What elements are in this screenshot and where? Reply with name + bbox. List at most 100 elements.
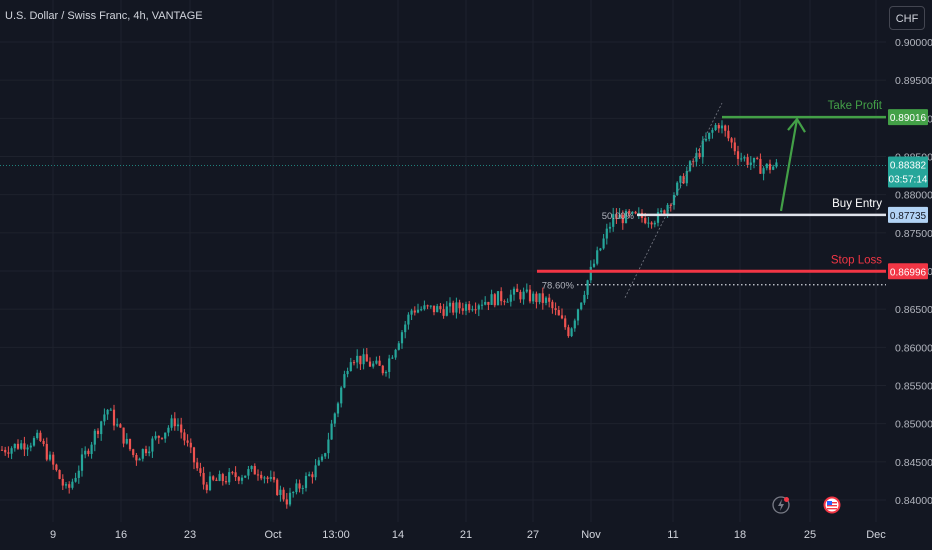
candle-body [349,362,352,371]
x-tick-label: 25 [804,529,816,541]
x-tick-label: 14 [392,529,404,541]
candle-body [157,435,160,438]
fib-label: 78.60% [542,281,575,292]
candle-body [237,477,240,481]
candle-body [39,432,42,441]
candle-body [202,472,205,485]
candle-body [176,424,180,427]
buy-entry-price: 0.87735 [890,211,927,222]
candle-body [16,443,20,449]
x-tick-label: 18 [734,529,746,541]
candle-body [647,222,650,224]
candle-body [404,324,407,333]
us-flag-icon[interactable] [823,496,841,514]
candles [0,120,778,509]
candle-body [708,132,711,139]
candle-body [240,477,244,481]
candle-body [637,212,640,214]
candle-body [288,492,292,505]
candle-body [752,157,756,163]
candle-body [256,474,260,476]
candle-body [87,450,90,454]
x-tick-label: Nov [581,529,601,541]
candle-body [298,483,301,489]
candle-body [93,430,96,445]
buy-entry-label: Buy Entry [832,198,882,210]
candle-body [407,314,410,325]
candle-body [314,465,317,478]
candle-body [432,305,436,313]
candle-body [343,374,346,388]
candle-body [631,211,634,214]
candle-body [560,315,564,319]
candle-body [496,291,500,306]
candle-body [45,443,48,460]
candle-body [55,464,58,471]
candle-body [247,469,250,476]
candle-body [372,363,375,367]
candle-body [525,289,528,292]
candle-body [477,305,480,310]
take-profit-price-tag [888,109,928,126]
candle-body [112,409,116,426]
candle-body [663,210,666,214]
candle-body [359,355,362,365]
candle-body [516,288,519,292]
candle-body [186,440,189,443]
candle-body [493,294,496,306]
candle-body [352,362,356,364]
y-tick-label: 0.85500 [895,381,932,393]
candle-body [148,451,151,454]
candle-body [167,427,170,433]
candle-body [416,309,420,313]
candle-body [736,151,740,159]
candle-body [61,478,64,486]
candle-body [333,413,336,424]
candle-body [455,302,458,313]
candle-body [68,484,71,488]
chart-grid [0,0,886,522]
candle-body [221,474,224,482]
candle-body [583,294,586,303]
candle-body [208,476,212,491]
candle-body [503,301,506,303]
candle-body [317,460,320,466]
candle-body [749,162,752,165]
lightning-icon[interactable] [772,496,790,514]
time-axis[interactable]: 9 16 23 Oct 13:00 14 21 27 Nov 11 18 25 Dec [50,529,886,541]
candle-body [653,222,656,225]
candle-body [410,310,413,315]
candle-body [336,403,340,414]
candle-body [413,310,416,313]
candle-body [29,445,32,448]
candle-body [439,306,442,310]
candle-body [554,308,557,311]
candle-body [458,302,461,309]
candle-body [160,437,164,439]
x-tick-label: Oct [264,529,281,541]
y-tick-label: 0.88000 [895,190,932,202]
y-tick-label: 0.85000 [895,419,932,431]
candle-body [58,470,61,479]
candle-body [231,472,234,474]
candle-body [682,176,685,184]
currency-button[interactable]: CHF [889,6,925,30]
candle-body [196,462,199,469]
candle-body [388,358,391,372]
candle-body [564,318,567,328]
current-price: 0.88382 [890,161,927,172]
candle-body [762,168,765,174]
candle-body [90,444,93,454]
candle-body [199,468,202,473]
candle-body [356,355,359,363]
candle-body [295,483,298,493]
candle-body [183,432,186,441]
candle-body [260,474,263,479]
candle-body [400,332,404,344]
candle-body [644,217,647,224]
candle-body [541,293,544,303]
candle-body [608,226,612,229]
candle-body [330,423,333,440]
candle-body [20,443,23,449]
